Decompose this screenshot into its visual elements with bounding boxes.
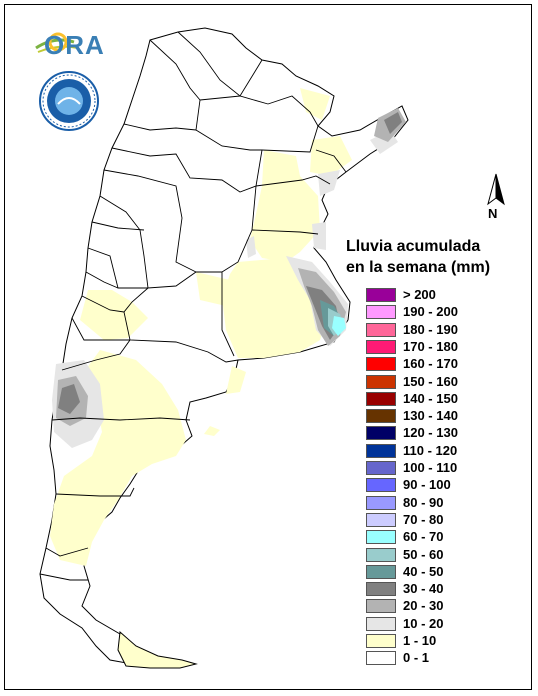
legend-label: 0 - 1: [403, 650, 430, 666]
legend-label: 90 - 100: [403, 477, 451, 493]
legend-swatch: [366, 599, 396, 614]
legend-label: 110 - 120: [403, 442, 458, 458]
legend-label: 40 - 50: [403, 563, 444, 579]
legend-swatch: [366, 582, 396, 597]
legend-swatch: [366, 478, 396, 493]
legend-item: > 200: [366, 287, 516, 305]
legend-item: 30 - 40: [366, 581, 516, 599]
smn-seal: [38, 70, 100, 132]
legend-title-line1: Lluvia acumulada: [346, 238, 481, 255]
legend-label: 140 - 150: [403, 390, 458, 406]
legend-label: 170 - 180: [403, 338, 458, 354]
legend-swatch: [366, 443, 396, 458]
legend-title: Lluvia acumulada en la semana (mm): [346, 236, 526, 278]
legend-swatch: [366, 391, 396, 406]
legend-item: 20 - 30: [366, 598, 516, 616]
legend-swatch: [366, 461, 396, 475]
north-arrow-icon: [487, 173, 505, 206]
legend-item: 120 - 130: [366, 425, 516, 443]
legend-label: 70 - 80: [403, 511, 444, 527]
legend-label: > 200: [403, 287, 436, 302]
legend-label: 120 - 130: [403, 425, 458, 441]
legend-label: 50 - 60: [403, 546, 444, 562]
legend-swatch: [366, 512, 396, 527]
legend-label: 30 - 40: [403, 581, 444, 597]
legend-item: 100 - 110: [366, 460, 516, 478]
legend-item: 190 - 200: [366, 304, 516, 322]
legend-label: 60 - 70: [403, 529, 444, 545]
legend-item: 90 - 100: [366, 477, 516, 495]
legend-swatch: [366, 426, 396, 441]
legend-item: 140 - 150: [366, 390, 516, 409]
legend-swatch: [366, 530, 396, 545]
legend-label: 1 - 10: [403, 633, 437, 648]
ora-logo: ORA: [34, 28, 106, 62]
legend-label: 130 - 140: [403, 408, 458, 424]
legend-item: 150 - 160: [366, 373, 516, 392]
province-borders: [39, 31, 347, 581]
legend-swatch: [366, 305, 396, 320]
legend-item: 110 - 120: [366, 442, 516, 461]
legend-swatch: [366, 357, 396, 372]
legend-label: 180 - 190: [403, 321, 458, 337]
legend-label: 80 - 90: [403, 494, 444, 510]
legend-item: 60 - 70: [366, 529, 516, 547]
legend-swatch: [366, 374, 396, 389]
legend-item: 80 - 90: [366, 494, 516, 513]
legend-item: 0 - 1: [366, 650, 516, 668]
legend-swatch: [366, 495, 396, 510]
legend-label: 150 - 160: [403, 373, 458, 389]
legend-swatch: [366, 616, 396, 631]
legend-swatch: [366, 651, 396, 666]
legend-item: 1 - 10: [366, 633, 516, 651]
tierra-del-fuego: [117, 630, 198, 669]
legend-title-line2: en la semana (mm): [346, 259, 491, 276]
legend-item: 180 - 190: [366, 321, 516, 340]
north-arrow: N: [482, 170, 512, 221]
legend-label: 190 - 200: [403, 304, 458, 320]
legend-label: 160 - 170: [403, 356, 458, 372]
legend-swatch: [366, 339, 396, 354]
legend-swatch: [366, 634, 396, 648]
legend-item: 130 - 140: [366, 408, 516, 426]
legend-label: 10 - 20: [403, 615, 444, 631]
legend-item: 170 - 180: [366, 338, 516, 357]
legend-swatch: [366, 288, 396, 302]
legend-item: 10 - 20: [366, 615, 516, 634]
legend-swatch: [366, 564, 396, 579]
legend-item: 70 - 80: [366, 511, 516, 530]
legend-swatch: [366, 322, 396, 337]
legend-label: 20 - 30: [403, 598, 444, 614]
legend-swatch: [366, 547, 396, 562]
north-label: N: [488, 206, 498, 221]
legend-swatch: [366, 409, 396, 424]
legend-item: 160 - 170: [366, 356, 516, 374]
legend-label: 100 - 110: [403, 460, 458, 475]
legend-item: 40 - 50: [366, 563, 516, 582]
rain-band-60-70: [332, 316, 346, 336]
legend-item: 50 - 60: [366, 546, 516, 565]
ora-logo-text: ORA: [44, 30, 105, 60]
